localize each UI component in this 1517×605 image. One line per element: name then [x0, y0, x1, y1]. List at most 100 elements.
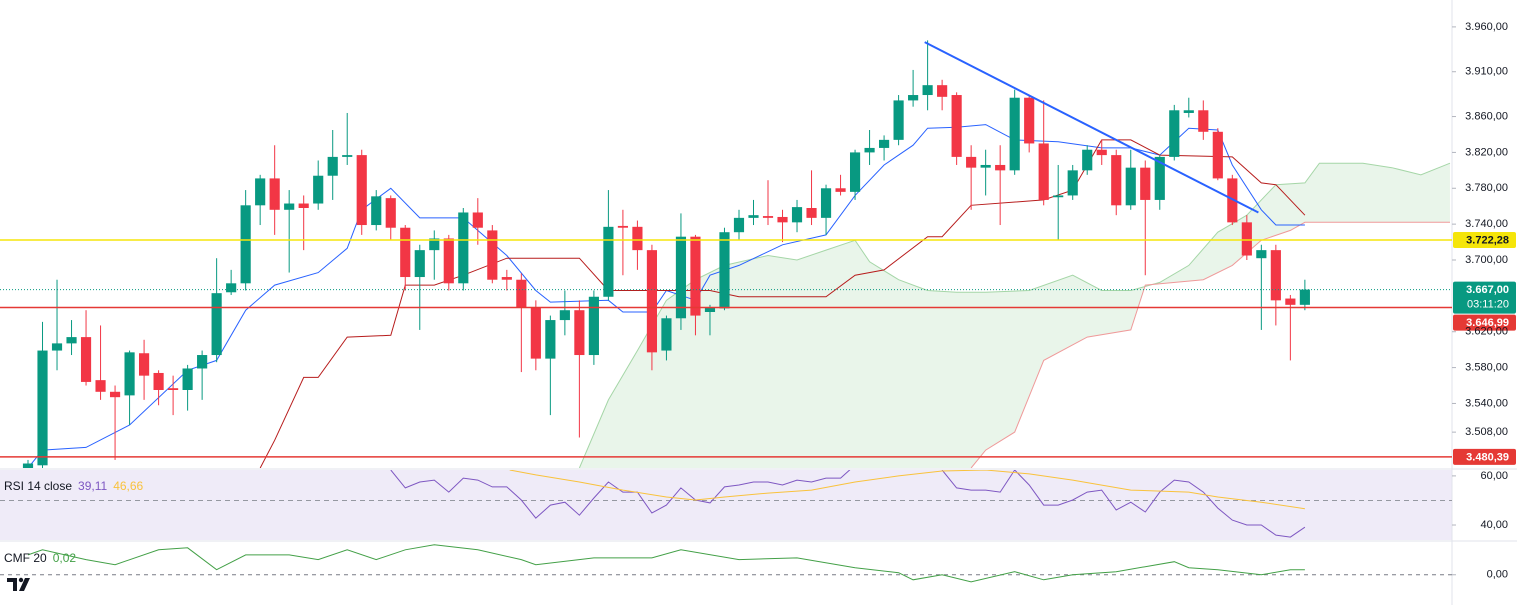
candle-body — [240, 205, 251, 284]
candle-body — [1009, 97, 1020, 171]
candle-body — [284, 203, 295, 210]
y-tick-label: 3.820,00 — [1465, 146, 1508, 158]
candle-body — [139, 353, 150, 376]
candle-body — [675, 236, 687, 319]
price-label: 3.646,99 — [1466, 317, 1509, 329]
candle-body — [545, 320, 556, 359]
candle-body — [313, 175, 324, 204]
y-tick-label: 0,00 — [1487, 569, 1508, 581]
candle-body — [864, 147, 875, 153]
y-tick-label: 3.508,00 — [1465, 426, 1508, 438]
legend-value: 46,66 — [113, 479, 143, 493]
candle-body — [937, 85, 948, 97]
indicator-title: RSI 14 close — [4, 479, 72, 493]
candle-body — [1169, 110, 1180, 157]
indicator-title: CMF 20 — [4, 551, 47, 565]
candle-body — [472, 212, 483, 228]
price-label-box — [1453, 281, 1516, 314]
candle-body — [501, 277, 512, 280]
candle-body — [371, 196, 382, 226]
candle-body — [893, 100, 904, 140]
candle-body — [80, 337, 92, 382]
candle-body — [1038, 143, 1049, 200]
candle-body — [574, 310, 585, 356]
candle-body — [1299, 289, 1310, 305]
indicator-line — [509, 470, 1305, 510]
candle-body — [109, 391, 121, 398]
candle-body — [777, 216, 788, 223]
candle-body — [51, 343, 63, 351]
candle-body — [168, 388, 179, 390]
indicator-line — [27, 544, 1305, 583]
price-label: 3.722,28 — [1466, 234, 1509, 246]
price-pane — [0, 40, 1452, 468]
candle-body — [400, 227, 411, 278]
price-label-box — [1453, 314, 1516, 331]
candle-body — [951, 95, 962, 157]
candle-body — [559, 310, 570, 321]
legend-value: 39,11 — [78, 479, 107, 493]
candle-body — [835, 188, 846, 192]
candle-body — [1024, 97, 1035, 144]
price-label: 3.667,00 — [1466, 284, 1509, 296]
candle-body — [1241, 222, 1252, 256]
candle-body — [1111, 155, 1122, 206]
candle-body — [922, 85, 933, 96]
y-tick-label: 3.620,00 — [1465, 326, 1508, 338]
y-tick-label: 3.740,00 — [1465, 218, 1508, 230]
logo — [7, 577, 30, 591]
candle-body — [95, 380, 106, 392]
price-label-box — [1453, 448, 1516, 465]
candle-body — [1285, 298, 1296, 305]
candle-body — [124, 352, 135, 396]
candle-body — [995, 164, 1006, 171]
candle-body — [849, 152, 861, 192]
candle-body — [1212, 131, 1223, 179]
candle-body — [646, 250, 658, 353]
candle-body — [269, 178, 280, 210]
candle-body — [1256, 250, 1267, 259]
trendline — [924, 41, 1259, 214]
y-tick-label: 3.580,00 — [1465, 361, 1508, 373]
y-tick-label: 40,00 — [1480, 519, 1508, 531]
candle-body — [356, 155, 367, 226]
candle-body — [1082, 149, 1093, 171]
candle-body — [516, 279, 527, 308]
candle-body — [327, 156, 338, 176]
cloud-span-b — [970, 221, 1450, 468]
candle-body — [298, 203, 309, 208]
candle-body — [1270, 250, 1281, 301]
candle-body — [37, 350, 48, 466]
candle-body — [617, 225, 628, 228]
candle-body — [342, 155, 353, 157]
candle-body — [211, 293, 222, 356]
candle-body — [966, 156, 977, 168]
candle-body — [733, 217, 745, 233]
candle-body — [1227, 178, 1238, 223]
candle-body — [429, 238, 440, 251]
legend-value: 0,02 — [53, 551, 77, 565]
y-tick-label: 3.540,00 — [1465, 397, 1508, 409]
candle-body — [1198, 110, 1209, 132]
candle-body — [1067, 170, 1078, 196]
candle-body — [385, 198, 396, 228]
candle-body — [791, 207, 803, 223]
price-label-box — [1453, 232, 1516, 249]
y-tick-label: 3.860,00 — [1465, 110, 1508, 122]
candle-body — [1096, 149, 1107, 156]
candle-body — [661, 318, 672, 351]
y-tick-label: 3.960,00 — [1465, 21, 1508, 33]
candle-body — [1140, 167, 1151, 200]
candle-body — [748, 215, 759, 218]
candle-body — [153, 372, 164, 390]
candle-body — [1154, 156, 1165, 200]
rsi-band — [0, 470, 1452, 540]
candle-body — [1053, 195, 1064, 198]
candle-body — [704, 307, 716, 312]
candle-body — [182, 368, 193, 390]
candle-body — [487, 230, 498, 280]
y-tick-label: 3.780,00 — [1465, 182, 1508, 194]
candle-body — [414, 250, 425, 278]
candle-body — [255, 178, 266, 206]
